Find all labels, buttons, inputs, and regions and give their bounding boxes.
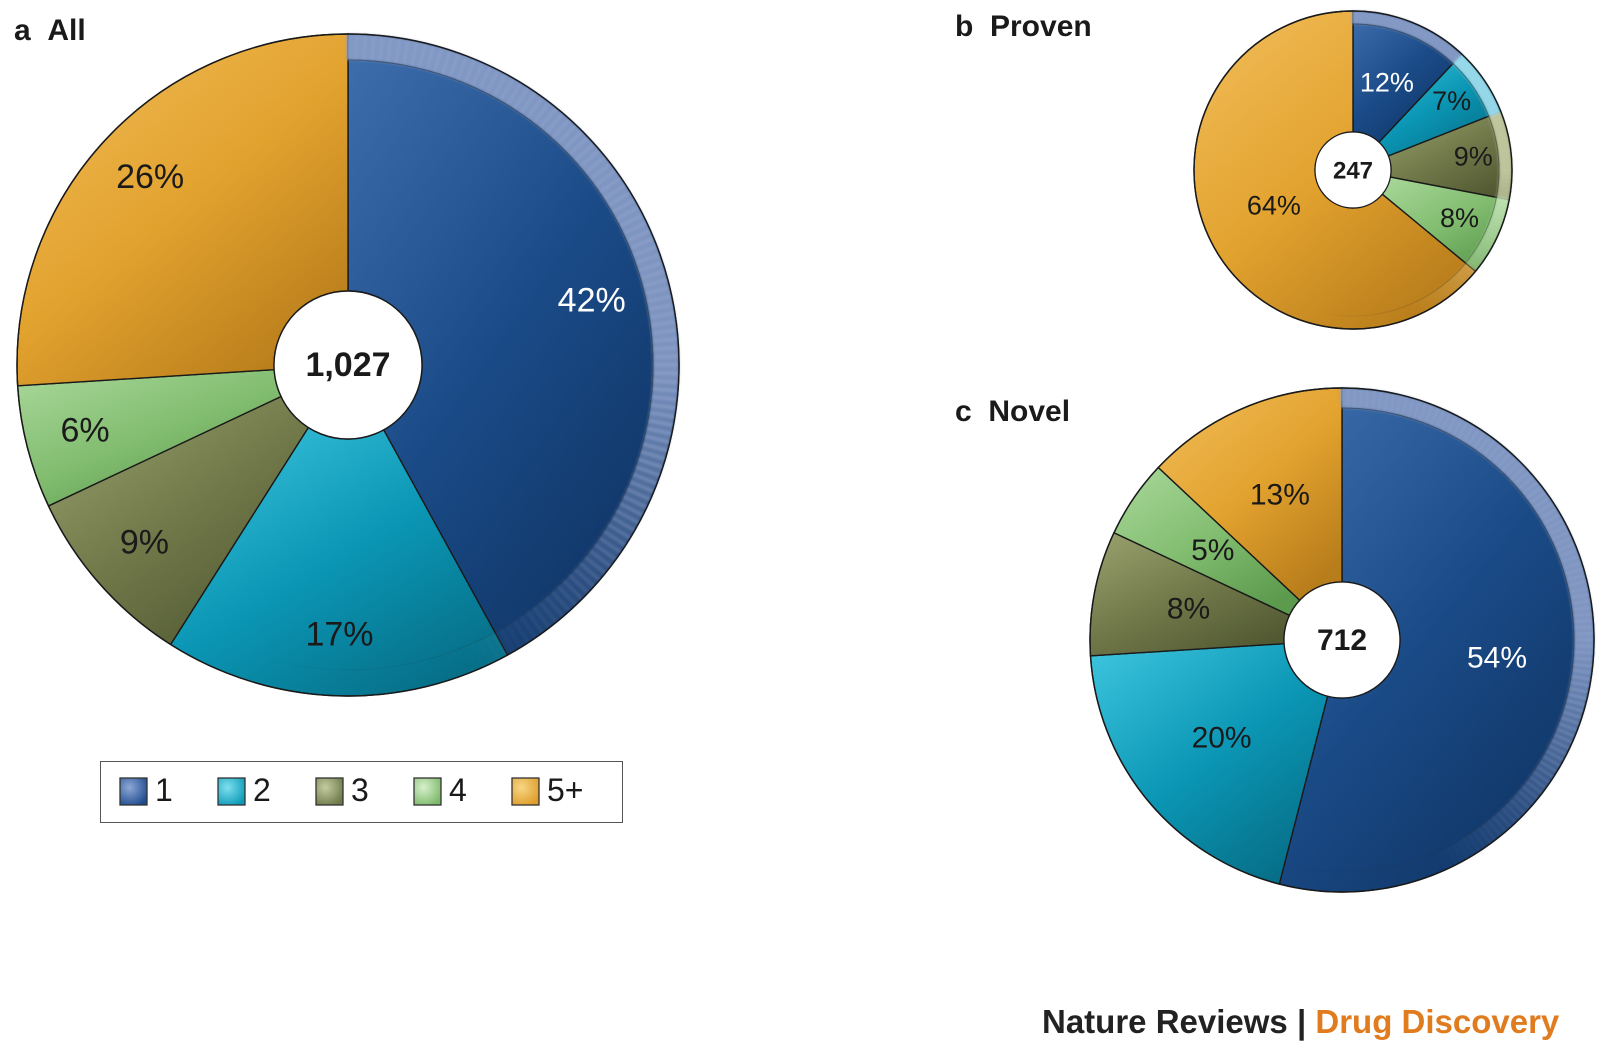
svg-text:5+: 5+ <box>547 772 583 808</box>
svg-text:2: 2 <box>253 772 271 808</box>
svg-text:4: 4 <box>449 772 467 808</box>
svg-text:1: 1 <box>155 772 173 808</box>
svg-text:3: 3 <box>351 772 369 808</box>
